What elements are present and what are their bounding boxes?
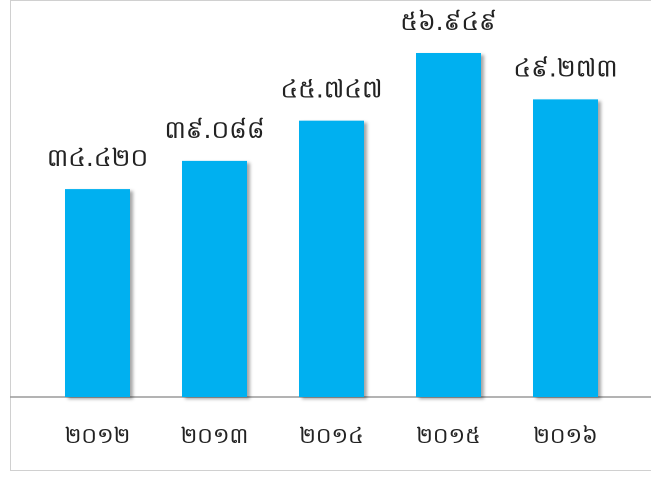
x-tick-label: ២០១៣ (181, 424, 249, 449)
bar (182, 160, 247, 397)
value-label: ៥៦.៩៤៩ (400, 7, 496, 36)
bar (299, 120, 364, 398)
bar (65, 189, 130, 397)
x-tick-label: ២០១៤ (299, 424, 363, 449)
frame (10, 0, 651, 471)
x-tick-label: ២០១២ (65, 424, 131, 449)
value-label: ៤៩.២៧៣ (513, 53, 617, 82)
bar (533, 99, 598, 397)
value-label: ៣៩.០៨៨ (164, 115, 264, 144)
value-label: ៤៥.៧៤៧ (280, 75, 382, 104)
value-label: ៣៤.៤២០ (47, 143, 148, 172)
bar (416, 53, 481, 397)
x-tick-label: ២០១៥ (416, 424, 480, 449)
x-tick-label: ២០១៦ (533, 424, 597, 449)
